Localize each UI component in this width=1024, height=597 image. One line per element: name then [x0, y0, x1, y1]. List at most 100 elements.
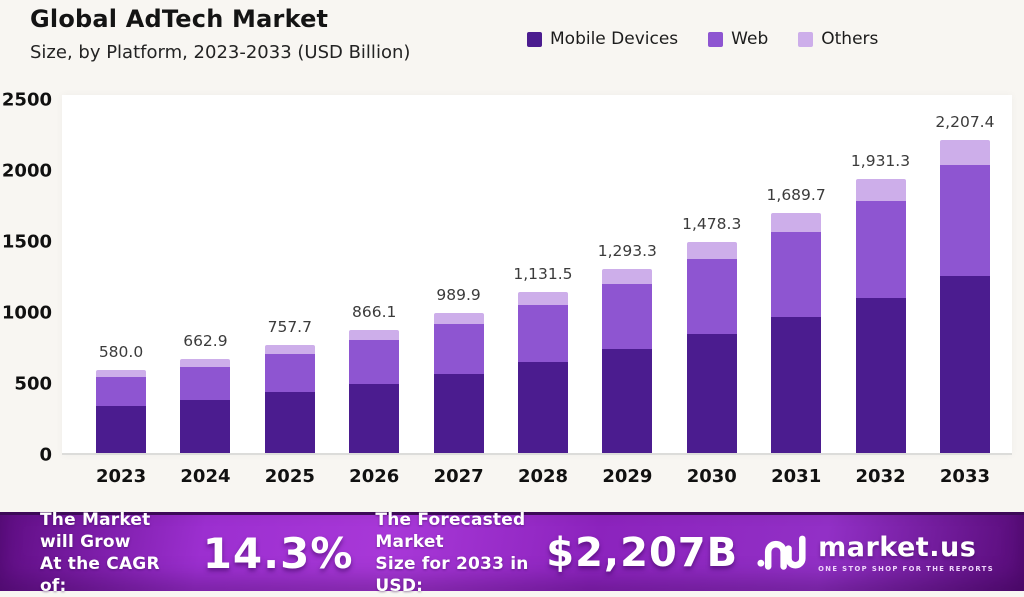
bar-segment-web: [771, 232, 822, 317]
bar-stack: [349, 330, 400, 453]
forecast-label-line1: The Forecasted Market: [375, 509, 526, 552]
bar-total-label: 580.0: [98, 343, 144, 361]
y-tick-label: 0: [39, 444, 52, 466]
bar-segment-others: [939, 140, 990, 165]
forecast-label: The Forecasted Market Size for 2033 in U…: [375, 509, 532, 597]
chart-header: Global AdTech Market Size, by Platform, …: [30, 5, 410, 63]
x-tick-label: 2032: [855, 466, 906, 487]
cagr-value: 14.3%: [202, 528, 354, 578]
x-tick-label: 2023: [96, 466, 147, 487]
bar-stack: [939, 140, 990, 453]
bar-segment-mobile-devices: [517, 362, 568, 453]
y-tick-label: 1000: [1, 302, 52, 324]
bar-segment-others: [349, 330, 400, 340]
bar-stack: [433, 313, 484, 453]
x-tick-label: 2029: [602, 466, 653, 487]
legend-item: Others: [798, 29, 878, 49]
legend-label: Web: [731, 29, 769, 49]
bar-group-2028: 1,131.5: [513, 265, 573, 453]
bar-segment-others: [686, 242, 737, 259]
legend-item: Mobile Devices: [527, 29, 678, 49]
bar-segment-mobile-devices: [96, 406, 146, 453]
x-tick-label: 2027: [433, 466, 484, 487]
x-tick-label: 2028: [517, 466, 569, 487]
bar-segment-mobile-devices: [771, 317, 822, 453]
bar-total-label: 1,689.7: [766, 186, 826, 204]
x-tick-label: 2026: [349, 466, 400, 487]
y-axis: 0 500 1000 1500 2000 2500: [0, 90, 54, 466]
bar-group-2033: 2,207.4: [935, 113, 994, 453]
y-tick-label: 1500: [1, 231, 52, 253]
bar-segment-web: [349, 340, 400, 384]
bar-total-label: 1,293.3: [597, 242, 657, 260]
bar-segment-mobile-devices: [433, 374, 484, 453]
forecast-value: $2,207B: [546, 530, 739, 576]
legend-item: Web: [708, 29, 768, 49]
footer-banner: The Market will Grow At the CAGR of: 14.…: [0, 509, 1024, 596]
brand-name: market.us: [818, 531, 977, 563]
bar-segment-others: [180, 359, 231, 367]
forecast-label-line2: Size for 2033 in USD:: [375, 554, 529, 597]
bar-segment-web: [939, 165, 990, 276]
bar-stack: [96, 370, 146, 453]
bar-group-2032: 1,931.3: [851, 152, 910, 453]
bar-group-2024: 662.9: [180, 332, 231, 453]
marketus-logo-icon: [756, 531, 808, 575]
bar-stack: [264, 345, 315, 453]
legend-label: Mobile Devices: [550, 29, 679, 49]
bar-group-2031: 1,689.7: [767, 186, 826, 453]
bar-segment-web: [855, 201, 906, 298]
bar-segment-others: [602, 269, 653, 284]
bar-segment-web: [433, 324, 484, 374]
bar-segment-mobile-devices: [686, 334, 737, 453]
bar-group-2030: 1,478.3: [682, 215, 741, 453]
bar-total-label: 1,478.3: [682, 215, 742, 233]
cagr-label-line1: The Market will Grow: [40, 509, 151, 552]
bar-segment-others: [96, 370, 146, 377]
legend-label: Others: [821, 29, 879, 49]
bar-segment-others: [771, 213, 822, 232]
x-tick-label: 2031: [771, 466, 822, 487]
bar-segment-mobile-devices: [264, 392, 315, 453]
bar-group-2029: 1,293.3: [598, 242, 657, 453]
bar-segment-others: [517, 292, 568, 305]
bar-total-label: 662.9: [183, 332, 228, 350]
bars-container: 580.0 662.9 757.7 866.1 989.9 1,131.5 1,293.3 1…: [62, 98, 1012, 453]
x-tick-label: 2025: [264, 466, 315, 487]
bar-segment-mobile-devices: [180, 400, 231, 453]
bar-group-2023: 580.0: [96, 343, 146, 453]
y-tick-label: 2000: [1, 160, 52, 182]
x-axis-labels: 2023 2024 2025 2026 2027 2028 2029 2030 2031 2032…: [62, 466, 1012, 487]
bar-segment-web: [96, 377, 146, 406]
bar-segment-web: [264, 354, 315, 392]
bar-total-label: 989.9: [436, 286, 481, 304]
cagr-label-line2: At the CAGR of:: [40, 554, 160, 597]
y-tick-label: 500: [14, 373, 52, 395]
bar-stack: [517, 292, 568, 453]
bar-segment-web: [686, 259, 737, 334]
bar-stack: [686, 242, 737, 453]
x-tick-label: 2033: [939, 466, 991, 487]
page-title: Global AdTech Market: [30, 5, 329, 33]
bar-segment-others: [433, 313, 484, 324]
bar-total-label: 1,131.5: [513, 265, 573, 283]
bar-segment-web: [180, 367, 231, 400]
bar-total-label: 866.1: [351, 303, 397, 321]
legend-swatch-icon: [798, 31, 814, 47]
legend-swatch-icon: [708, 31, 724, 47]
bar-segment-mobile-devices: [349, 384, 400, 453]
bar-segment-mobile-devices: [855, 298, 906, 453]
bar-segment-others: [264, 345, 315, 354]
bar-group-2027: 989.9: [433, 286, 484, 453]
bar-total-label: 757.7: [267, 318, 312, 336]
bar-segment-others: [855, 179, 906, 201]
x-tick-label: 2024: [180, 466, 231, 487]
bar-total-label: 2,207.4: [935, 113, 995, 131]
y-tick-label: 2500: [1, 89, 52, 111]
bar-segment-web: [517, 305, 568, 362]
bar-group-2026: 866.1: [349, 303, 400, 453]
page-subtitle: Size, by Platform, 2023-2033 (USD Billio…: [30, 42, 411, 63]
bar-total-label: 1,931.3: [850, 152, 911, 170]
bar-segment-web: [602, 284, 653, 349]
